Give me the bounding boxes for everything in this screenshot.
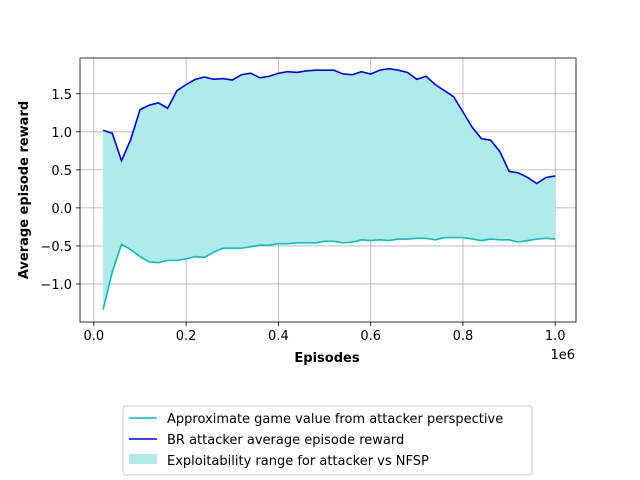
legend-br-attacker-label: BR attacker average episode reward xyxy=(167,433,404,448)
y-tick-label: 1.5 xyxy=(51,88,72,103)
y-tick-label: −1.0 xyxy=(40,278,72,293)
y-tick-label: 0.5 xyxy=(51,164,72,179)
y-tick-label: −0.5 xyxy=(40,240,72,255)
x-tick-label: 0.8 xyxy=(453,329,474,344)
x-tick-label: 0.0 xyxy=(83,329,104,344)
x-axis-offset-text: 1e6 xyxy=(550,348,575,363)
legend-exploitability-swatch xyxy=(129,454,157,464)
legend-exploitability-label: Exploitability range for attacker vs NFS… xyxy=(167,454,429,469)
x-axis-title: Episodes xyxy=(294,351,359,366)
legend-box xyxy=(122,405,533,476)
exploitability-range-area xyxy=(103,68,556,310)
x-tick-label: 0.2 xyxy=(176,329,197,344)
x-tick-label: 0.6 xyxy=(360,329,381,344)
y-tick-label: 0.0 xyxy=(51,202,72,217)
y-axis-title: Average episode reward xyxy=(17,101,32,279)
axis-ticks: 0.0 0.2 0.4 0.6 0.8 1.0 −1.0 −0.5 0.0 0.5 1.0 1.5 xyxy=(40,88,565,344)
br-attacker-line xyxy=(102,67,556,185)
x-tick-label: 0.4 xyxy=(268,329,289,344)
x-tick-label: 1.0 xyxy=(545,329,566,344)
legend: Approximate game value from attacker per… xyxy=(122,405,533,476)
plot-frame xyxy=(79,57,577,323)
game-value-line xyxy=(102,236,556,311)
y-tick-label: 1.0 xyxy=(51,126,72,141)
legend-game-value-label: Approximate game value from attacker per… xyxy=(167,412,503,427)
